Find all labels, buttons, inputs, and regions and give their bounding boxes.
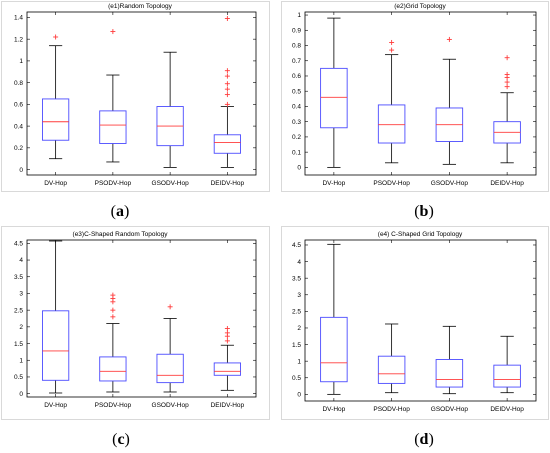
y-tick-label: 0.1 [292, 149, 301, 156]
category-label: GSODV-Hop [431, 406, 469, 413]
caption-a: (a) [111, 203, 130, 220]
y-tick-label: 0.9 [292, 27, 301, 34]
box-iqr [320, 67, 348, 129]
chart-panel-c: (e3)C-Shaped Random Topology 0 0.5 1 1.5 2 2.5… [14, 231, 257, 409]
y-tick-label: 1 [19, 58, 23, 65]
y-tick-label: 1 [297, 12, 301, 19]
y-tick-label: 3.5 [14, 274, 23, 281]
y-tick-label: 0 [297, 392, 301, 399]
y-tick-label: 0.5 [14, 374, 23, 381]
y-tick-label: 0 [19, 167, 23, 174]
box-iqr [156, 353, 184, 384]
category-label: DV-Hop [44, 180, 67, 187]
category-label: PSODV-Hop [95, 402, 132, 409]
chart-title: (e3)C-Shaped Random Topology [73, 231, 169, 238]
y-tick-label: 0.4 [292, 104, 301, 111]
chart-title: (e2)Grid Topology [394, 3, 446, 10]
y-tick-label: 0 [19, 391, 23, 398]
category-label: DV-Hop [322, 406, 345, 413]
y-tick-label: 2.5 [292, 309, 301, 316]
y-tick-label: 0.5 [292, 375, 301, 382]
y-tick-label: 2 [19, 324, 23, 331]
y-tick-label: 0.7 [292, 58, 301, 65]
y-tick-label: 4 [19, 257, 23, 264]
box-iqr [99, 110, 127, 144]
y-tick-label: 4 [297, 259, 301, 266]
category-label: PSODV-Hop [95, 180, 132, 187]
caption-b: (b) [414, 203, 434, 220]
box-iqr [213, 134, 241, 154]
box-iqr [320, 316, 348, 383]
y-tick-label: 1 [297, 358, 301, 365]
y-tick-label: 0.8 [292, 43, 301, 50]
y-tick-label: 1.5 [14, 341, 23, 348]
category-label: DEIDV-Hop [211, 180, 245, 187]
box-iqr [42, 310, 70, 381]
caption-d: (d) [414, 431, 434, 448]
caption-c-letter: c [117, 431, 124, 448]
y-tick-label: 2.5 [14, 307, 23, 314]
chart-panel-a: (e1)Random Topology 0 0.2 0.4 0.6 0.8 1 1.2 1.4 D… [14, 3, 257, 187]
category-label: GSODV-Hop [152, 180, 190, 187]
chart-title: (e1)Random Topology [108, 3, 173, 10]
box-iqr [213, 362, 241, 376]
caption-b-letter: b [420, 203, 429, 220]
y-tick-label: 1.5 [292, 342, 301, 349]
y-tick-label: 1 [19, 357, 23, 364]
box-iqr [377, 355, 406, 384]
y-tick-label: 0.3 [292, 119, 301, 126]
category-label: GSODV-Hop [152, 402, 190, 409]
category-label: GSODV-Hop [431, 180, 469, 187]
category-label: PSODV-Hop [373, 180, 410, 187]
y-tick-label: 3 [297, 292, 301, 299]
y-tick-label: 1.4 [14, 15, 23, 22]
y-tick-label: 0.6 [292, 73, 301, 80]
category-label: DEIDV-Hop [490, 406, 524, 413]
plot-area [304, 239, 537, 402]
box-iqr [99, 356, 127, 382]
box-iqr [377, 104, 406, 144]
chart-panel-b: (e2)Grid Topology 0 0.1 0.2 0.3 0.4 0.5 0.6 0.7 0… [292, 3, 537, 187]
y-tick-label: 4.5 [14, 241, 23, 248]
caption-c: (c) [112, 431, 130, 448]
box-iqr [42, 98, 70, 141]
y-tick-label: 0.2 [14, 145, 23, 152]
box-iqr [435, 359, 464, 388]
caption-a-letter: a [116, 203, 124, 220]
category-label: DEIDV-Hop [211, 402, 245, 409]
y-tick-label: 2 [297, 325, 301, 332]
y-tick-label: 0.5 [292, 88, 301, 95]
y-tick-label: 0 [297, 165, 301, 172]
category-label: PSODV-Hop [373, 406, 410, 413]
y-tick-label: 3 [19, 291, 23, 298]
plot-area [26, 239, 257, 398]
category-label: DEIDV-Hop [490, 180, 524, 187]
chart-title: (e4) C-Shaped Grid Topology [378, 231, 463, 238]
y-tick-label: 1.2 [14, 36, 23, 43]
y-tick-label: 0.4 [14, 123, 23, 130]
y-tick-label: 0.2 [292, 134, 301, 141]
category-label: DV-Hop [322, 180, 345, 187]
y-tick-label: 0.8 [14, 80, 23, 87]
box-iqr [493, 364, 521, 388]
chart-panel-d: (e4) C-Shaped Grid Topology 0 0.5 1 1.5 2 2.5 3… [292, 231, 537, 413]
caption-d-letter: d [420, 431, 429, 448]
plot-area [304, 11, 537, 176]
plot-area [26, 11, 257, 176]
category-label: DV-Hop [44, 402, 67, 409]
y-tick-label: 3.5 [292, 275, 301, 282]
y-tick-label: 0.6 [14, 102, 23, 109]
y-tick-label: 4.5 [292, 242, 301, 249]
